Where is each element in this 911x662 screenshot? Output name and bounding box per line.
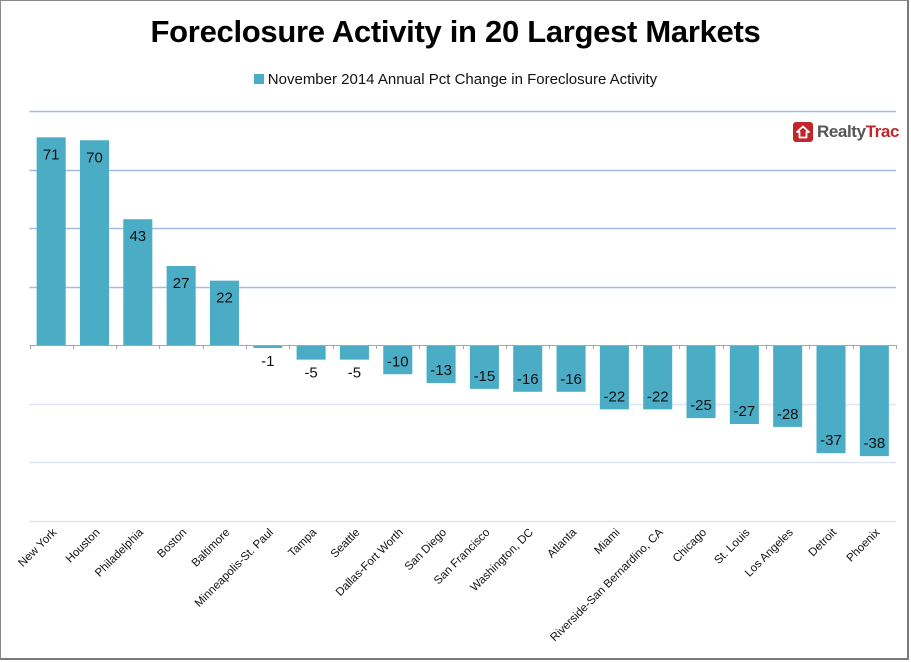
data-label: -5 xyxy=(304,365,317,382)
category-label: Atlanta xyxy=(545,526,579,560)
gridlines xyxy=(29,110,896,523)
bar xyxy=(556,345,586,392)
data-label: 43 xyxy=(129,228,146,245)
data-label: -13 xyxy=(430,362,452,379)
logo-text-realty: Realty xyxy=(817,122,866,141)
bar xyxy=(643,345,673,410)
category-label: New York xyxy=(16,526,59,569)
data-label: -15 xyxy=(474,368,496,385)
bars xyxy=(36,137,889,457)
data-label: -25 xyxy=(690,397,712,414)
data-label: 27 xyxy=(173,275,190,292)
data-label: 70 xyxy=(86,149,103,166)
bar xyxy=(79,140,110,345)
category-label: Boston xyxy=(155,527,189,561)
x-axis xyxy=(29,345,897,349)
chart-title: Foreclosure Activity in 20 Largest Marke… xyxy=(150,14,761,49)
bar xyxy=(36,137,66,345)
category-label: Phoenix xyxy=(845,526,883,564)
category-label: Miami xyxy=(592,527,622,557)
house-icon xyxy=(793,122,813,142)
bar xyxy=(469,345,499,389)
data-label: -27 xyxy=(734,403,756,420)
bar xyxy=(339,345,369,360)
legend-swatch xyxy=(253,74,264,84)
data-label: -16 xyxy=(517,371,539,388)
data-label: 71 xyxy=(43,146,60,163)
category-label: St. Louis xyxy=(712,526,752,566)
bar xyxy=(686,345,716,419)
category-label: San Diego xyxy=(403,527,449,573)
data-label: -22 xyxy=(604,388,626,405)
category-label: Tampa xyxy=(286,526,319,559)
legend-label: November 2014 Annual Pct Change in Forec… xyxy=(267,71,658,88)
bar xyxy=(599,345,629,410)
legend: November 2014 Annual Pct Change in Forec… xyxy=(0,71,911,88)
data-label: -16 xyxy=(560,371,582,388)
bar xyxy=(123,219,153,345)
data-labels: 71 70 43 27 22 -1 -5 -5 -10 -13 -15 -16 -16 -22 -22 -25… xyxy=(43,146,885,452)
data-label: 22 xyxy=(216,290,233,307)
category-label: Baltimore xyxy=(190,527,233,570)
data-label: -5 xyxy=(348,365,361,382)
bar xyxy=(209,280,239,345)
category-label: Houston xyxy=(64,527,103,566)
bar xyxy=(729,345,759,424)
data-label: -22 xyxy=(647,388,669,405)
category-label: Chicago xyxy=(671,527,709,565)
bar xyxy=(513,345,543,392)
bar xyxy=(253,345,283,348)
bar xyxy=(859,345,889,457)
data-label: -28 xyxy=(777,406,799,423)
bar xyxy=(383,345,413,375)
category-label: Detroit xyxy=(807,526,840,559)
bar xyxy=(166,266,196,345)
bar xyxy=(816,345,846,454)
category-label: Minneapolis-St. Paul xyxy=(193,527,276,610)
bar xyxy=(426,345,456,384)
data-label: -38 xyxy=(863,435,885,452)
data-label: -10 xyxy=(387,353,409,370)
bar xyxy=(296,345,326,360)
bar xyxy=(773,345,803,427)
data-label: -37 xyxy=(820,432,842,449)
realtytrac-logo: Realty Trac xyxy=(793,120,899,144)
logo-text-trac: Trac xyxy=(865,122,900,141)
data-label: -1 xyxy=(261,353,274,370)
category-label: Seattle xyxy=(329,527,363,561)
